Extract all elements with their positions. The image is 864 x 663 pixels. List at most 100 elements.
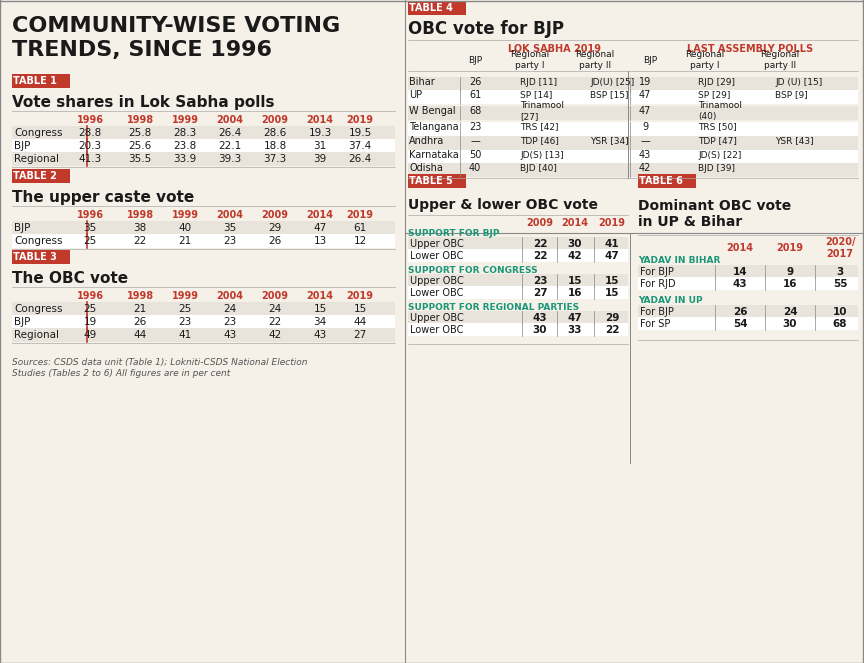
Text: 28.6: 28.6 — [264, 128, 287, 138]
Text: 29: 29 — [269, 223, 282, 233]
Text: LOK SABHA 2019: LOK SABHA 2019 — [509, 44, 601, 54]
Text: 49: 49 — [83, 330, 97, 340]
Text: 22: 22 — [269, 317, 282, 327]
FancyBboxPatch shape — [12, 126, 395, 140]
Text: 43: 43 — [733, 279, 747, 289]
Text: For BJP: For BJP — [640, 307, 674, 317]
Text: 29: 29 — [605, 313, 619, 323]
FancyBboxPatch shape — [638, 174, 696, 188]
Text: 24: 24 — [224, 304, 237, 314]
Text: 23: 23 — [224, 317, 237, 327]
Text: 25: 25 — [83, 236, 97, 246]
Text: 14: 14 — [733, 267, 747, 277]
Text: 19.3: 19.3 — [308, 128, 332, 138]
Text: Upper & lower OBC vote: Upper & lower OBC vote — [408, 198, 598, 212]
Text: 28.8: 28.8 — [79, 128, 102, 138]
Text: 16: 16 — [783, 279, 797, 289]
Text: JD(U) [25]: JD(U) [25] — [590, 78, 634, 86]
FancyBboxPatch shape — [638, 317, 858, 330]
Text: 2019: 2019 — [346, 291, 373, 301]
Text: 22.1: 22.1 — [219, 141, 242, 151]
Text: Karnataka: Karnataka — [409, 150, 459, 160]
Text: Lower OBC: Lower OBC — [410, 251, 463, 261]
Text: UP: UP — [409, 90, 422, 100]
FancyBboxPatch shape — [408, 237, 628, 250]
Text: Vote shares in Lok Sabha polls: Vote shares in Lok Sabha polls — [12, 95, 275, 109]
Text: SUPPORT FOR REGIONAL PARTIES: SUPPORT FOR REGIONAL PARTIES — [408, 302, 579, 312]
Text: Bihar: Bihar — [409, 77, 435, 87]
Text: 2020/
2017: 2020/ 2017 — [825, 237, 855, 259]
Text: 26: 26 — [269, 236, 282, 246]
Text: 25.8: 25.8 — [129, 128, 151, 138]
FancyBboxPatch shape — [408, 122, 858, 136]
Text: 68: 68 — [469, 106, 481, 116]
Text: 25: 25 — [178, 304, 192, 314]
Text: SP [29]: SP [29] — [698, 91, 730, 99]
Text: BJD [39]: BJD [39] — [698, 164, 735, 172]
Text: 22: 22 — [533, 239, 547, 249]
Text: 40: 40 — [179, 223, 192, 233]
Text: 47: 47 — [568, 313, 582, 323]
Text: 35: 35 — [83, 223, 97, 233]
Text: YSR [43]: YSR [43] — [775, 137, 814, 145]
FancyBboxPatch shape — [408, 311, 628, 324]
Text: 26: 26 — [133, 317, 147, 327]
Text: 30: 30 — [783, 319, 797, 329]
Text: —: — — [470, 136, 480, 146]
Text: SP [14]: SP [14] — [520, 91, 552, 99]
Text: Sources: CSDS data unit (Table 1); Lokniti-CSDS National Election
Studies (Table: Sources: CSDS data unit (Table 1); Lokni… — [12, 358, 308, 378]
Text: Congress: Congress — [14, 304, 62, 314]
FancyBboxPatch shape — [12, 169, 70, 183]
Text: 34: 34 — [314, 317, 327, 327]
Text: 2009: 2009 — [262, 210, 289, 220]
Text: —: — — [640, 136, 650, 146]
FancyBboxPatch shape — [12, 250, 70, 264]
Text: Trinamool
[27]: Trinamool [27] — [520, 101, 564, 121]
Text: BJD [40]: BJD [40] — [520, 164, 557, 172]
Text: 42: 42 — [568, 251, 582, 261]
FancyBboxPatch shape — [12, 74, 70, 88]
FancyBboxPatch shape — [12, 302, 395, 316]
Text: 23: 23 — [178, 317, 192, 327]
Text: 1996: 1996 — [77, 291, 104, 301]
Text: 2019: 2019 — [777, 243, 804, 253]
Text: 10: 10 — [833, 307, 848, 317]
Text: The OBC vote: The OBC vote — [12, 271, 128, 286]
Text: 15: 15 — [353, 304, 366, 314]
Text: 1999: 1999 — [171, 291, 199, 301]
Text: Regional: Regional — [14, 154, 59, 164]
Text: For SP: For SP — [640, 319, 670, 329]
Text: 55: 55 — [833, 279, 848, 289]
Text: 47: 47 — [605, 251, 619, 261]
Text: TABLE 6: TABLE 6 — [639, 176, 683, 186]
Text: 28.3: 28.3 — [174, 128, 197, 138]
Text: Upper OBC: Upper OBC — [410, 276, 464, 286]
FancyBboxPatch shape — [12, 221, 395, 235]
Text: Regional
party I: Regional party I — [685, 50, 725, 70]
Text: 2019: 2019 — [346, 115, 373, 125]
FancyBboxPatch shape — [408, 150, 858, 164]
FancyBboxPatch shape — [408, 1, 466, 15]
Text: 2009: 2009 — [262, 291, 289, 301]
Text: OBC vote for BJP: OBC vote for BJP — [408, 20, 564, 38]
Text: 1998: 1998 — [126, 115, 154, 125]
Text: 20.3: 20.3 — [79, 141, 102, 151]
Text: 2009: 2009 — [262, 115, 289, 125]
Text: BJP: BJP — [643, 56, 657, 64]
Text: 37.3: 37.3 — [264, 154, 287, 164]
Text: 54: 54 — [733, 319, 747, 329]
Text: 26.4: 26.4 — [219, 128, 242, 138]
Text: Andhra: Andhra — [409, 136, 444, 146]
Text: 30: 30 — [533, 325, 547, 335]
Text: BJP: BJP — [14, 141, 30, 151]
FancyBboxPatch shape — [12, 139, 395, 153]
FancyBboxPatch shape — [12, 234, 395, 248]
Text: 2014: 2014 — [307, 115, 334, 125]
FancyBboxPatch shape — [408, 323, 628, 336]
FancyBboxPatch shape — [638, 305, 858, 318]
Text: 24: 24 — [269, 304, 282, 314]
Text: 22: 22 — [133, 236, 147, 246]
Text: 2014: 2014 — [727, 243, 753, 253]
Text: 33: 33 — [568, 325, 582, 335]
Text: 23.8: 23.8 — [174, 141, 197, 151]
